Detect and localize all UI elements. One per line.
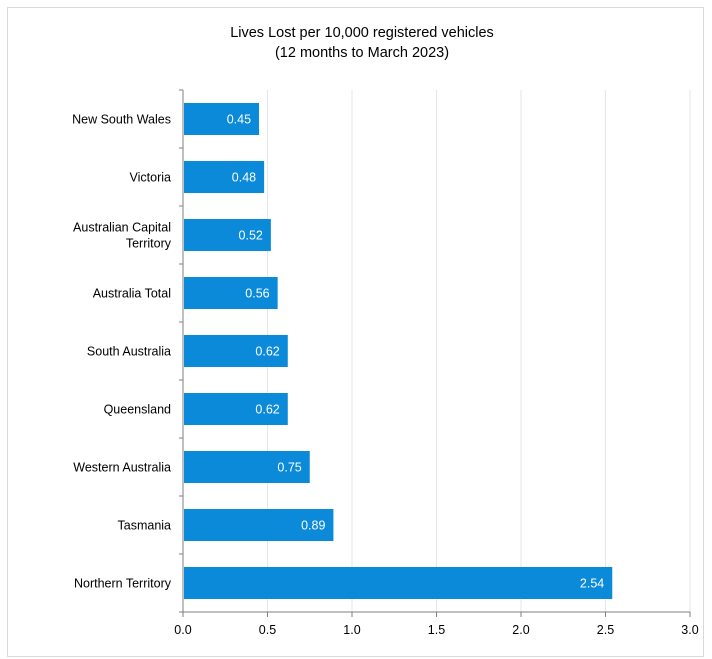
x-tick-label: 1.0 — [343, 623, 360, 637]
data-label: 0.56 — [245, 287, 269, 301]
chart-subtitle: (12 months to March 2023) — [275, 45, 449, 61]
category-label: Northern Territory — [74, 577, 172, 591]
category-label: South Australia — [87, 345, 171, 359]
bar — [184, 567, 612, 599]
category-label: Queensland — [104, 403, 171, 417]
x-tick-label: 0.5 — [259, 623, 276, 637]
data-label: 0.52 — [239, 229, 263, 243]
category-label: Tasmania — [118, 519, 172, 533]
x-tick-label: 2.5 — [597, 623, 614, 637]
data-label: 0.62 — [255, 403, 279, 417]
x-tick-label: 0.0 — [174, 623, 191, 637]
chart-title: Lives Lost per 10,000 registered vehicle… — [230, 25, 494, 41]
category-label: Victoria — [130, 171, 172, 185]
x-tick-label: 3.0 — [681, 623, 698, 637]
data-label: 0.48 — [232, 171, 256, 185]
category-label: Territory — [126, 237, 172, 251]
data-label: 0.89 — [301, 519, 325, 533]
category-label: Australia Total — [93, 287, 171, 301]
category-label: Western Australia — [73, 461, 171, 475]
data-label: 2.54 — [580, 577, 604, 591]
x-tick-label: 1.5 — [428, 623, 445, 637]
category-label: Australian Capital — [73, 221, 171, 235]
data-label: 0.62 — [255, 345, 279, 359]
category-label: New South Wales — [72, 113, 171, 127]
x-tick-label: 2.0 — [512, 623, 529, 637]
data-label: 0.45 — [227, 113, 251, 127]
data-label: 0.75 — [277, 461, 301, 475]
labels: 0.45 New South Wales 0.48 Victoria 0.52 Austr… — [72, 113, 699, 638]
